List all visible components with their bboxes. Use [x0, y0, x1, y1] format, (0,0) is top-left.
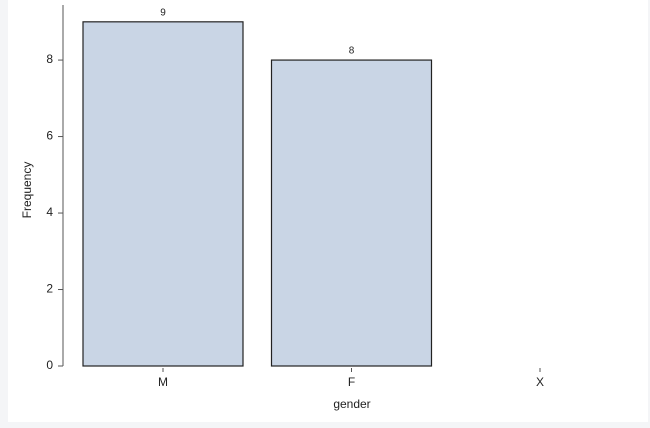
x-tick-label: X: [536, 375, 544, 389]
data-label: 9: [160, 7, 166, 18]
y-tick-label: 4: [46, 205, 53, 219]
x-tick-label: F: [348, 375, 355, 389]
y-tick-label: 2: [46, 282, 53, 296]
y-tick-label: 0: [46, 358, 53, 372]
bar: [270, 59, 433, 367]
data-label: 8: [349, 46, 355, 57]
x-tick-label: M: [158, 375, 168, 389]
x-axis-label: gender: [333, 397, 370, 411]
y-axis-label: Frequency: [20, 162, 34, 219]
y-tick-label: 8: [46, 52, 53, 66]
y-tick-label: 6: [46, 129, 53, 143]
bar: [82, 21, 244, 367]
